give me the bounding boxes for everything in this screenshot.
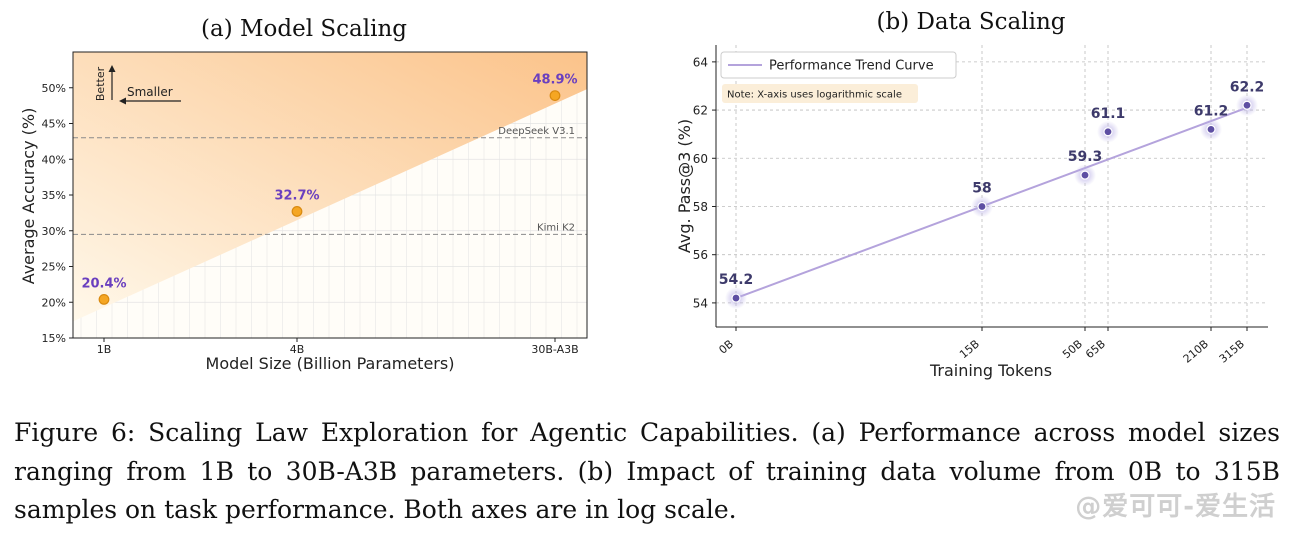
chart-a-reference-lines: DeepSeek V3.1 Kimi K2	[73, 126, 587, 235]
data-label: 54.2	[719, 272, 754, 288]
data-point	[1103, 127, 1113, 137]
y-tick-label: 54	[693, 296, 708, 310]
x-tick-label: 30B-A3B	[531, 343, 578, 356]
data-point	[1080, 170, 1090, 180]
smaller-arrow-head	[119, 97, 126, 105]
chart-a-frame	[72, 51, 588, 339]
legend-label: Performance Trend Curve	[769, 59, 934, 74]
x-tick-label: 65B	[1083, 337, 1108, 361]
chart-b-y-label: Avg. Pass@3 (%)	[675, 119, 694, 253]
data-label: 48.9%	[532, 73, 577, 88]
data-label: 61.2	[1194, 103, 1229, 119]
legend-box	[720, 51, 957, 79]
better-label: Better	[94, 66, 107, 101]
data-point	[1242, 100, 1252, 110]
y-tick-label: 20%	[42, 296, 66, 309]
figure-canvas: (a) Model Scaling DeepSeek V3.1 Kimi K2 1…	[19, 9, 1268, 380]
y-tick-label: 25%	[42, 261, 66, 274]
y-tick-label: 50%	[42, 82, 66, 95]
data-point	[291, 206, 303, 217]
chart-a-y-label: Average Accuracy (%)	[19, 108, 38, 285]
y-tick-label: 64	[693, 55, 708, 69]
smaller-label: Smaller	[127, 85, 173, 99]
note-box	[722, 84, 918, 103]
chart-data-scaling: (b) Data Scaling 54 56 58 60 62 64 0B 15B 50B65…	[675, 9, 1268, 380]
y-tick-label: 56	[693, 248, 708, 262]
x-tick-label: 50B	[1060, 337, 1085, 361]
x-tick-label: 4B	[290, 343, 305, 356]
chart-b-x-label: Training Tokens	[929, 361, 1052, 380]
watermark: @爱可可-爱生活	[1075, 492, 1276, 522]
y-tick-label: 60	[693, 152, 708, 166]
data-label: 58	[972, 180, 991, 196]
y-tick-label: 40%	[42, 153, 66, 166]
data-label: 62.2	[1230, 79, 1265, 95]
data-label: 59.3	[1068, 149, 1103, 165]
figure-caption: Figure 6: Scaling Law Exploration for Ag…	[14, 418, 1280, 524]
y-tick-label: 45%	[42, 118, 66, 131]
data-point	[1206, 124, 1216, 134]
log-scale-note: Note: X-axis uses logarithmic scale	[722, 84, 918, 103]
data-point	[549, 90, 561, 102]
x-tick-label: 315B	[1217, 337, 1247, 365]
chart-a-x-ticks: 1B 4B 30B-A3B	[97, 338, 579, 356]
reference-line-label: DeepSeek V3.1	[498, 126, 575, 137]
chart-a-x-label: Model Size (Billion Parameters)	[206, 354, 455, 373]
note-text: Note: X-axis uses logarithmic scale	[727, 90, 902, 101]
x-tick-label: 210B	[1181, 337, 1211, 365]
y-tick-label: 30%	[42, 225, 66, 238]
y-tick-label: 58	[693, 200, 708, 214]
data-point	[731, 293, 741, 303]
y-tick-label: 62	[693, 104, 708, 118]
chart-b-y-ticks: 54 56 58 60 62 64	[693, 55, 716, 310]
chart-b-legend: Performance Trend Curve	[720, 51, 957, 79]
better-smaller-annotation: Better Smaller	[94, 65, 181, 105]
data-label: 61.1	[1091, 106, 1126, 122]
chart-a-title: (a) Model Scaling	[201, 16, 407, 42]
reference-line-label: Kimi K2	[537, 222, 575, 233]
better-arrow-head	[108, 65, 116, 72]
chart-b-title: (b) Data Scaling	[877, 9, 1066, 35]
data-label: 20.4%	[81, 276, 126, 291]
x-tick-label: 0B	[716, 337, 735, 356]
data-point	[98, 293, 110, 305]
y-tick-label: 15%	[42, 332, 66, 345]
chart-a-y-ticks: 15% 20% 25% 30% 35% 40% 45% 50%	[42, 82, 73, 345]
chart-model-scaling: (a) Model Scaling DeepSeek V3.1 Kimi K2 1…	[19, 16, 588, 373]
y-tick-label: 35%	[42, 189, 66, 202]
data-label: 32.7%	[274, 188, 319, 203]
x-tick-label: 15B	[957, 337, 982, 361]
data-point	[977, 201, 987, 212]
chart-a-points: 20.4% 32.7% 48.9%	[81, 73, 578, 305]
chart-b-points: 54.2 58 59.3 61.1 61.262.2	[719, 79, 1265, 310]
chart-a-improvement-region	[73, 52, 587, 322]
x-tick-label: 1B	[97, 343, 112, 356]
